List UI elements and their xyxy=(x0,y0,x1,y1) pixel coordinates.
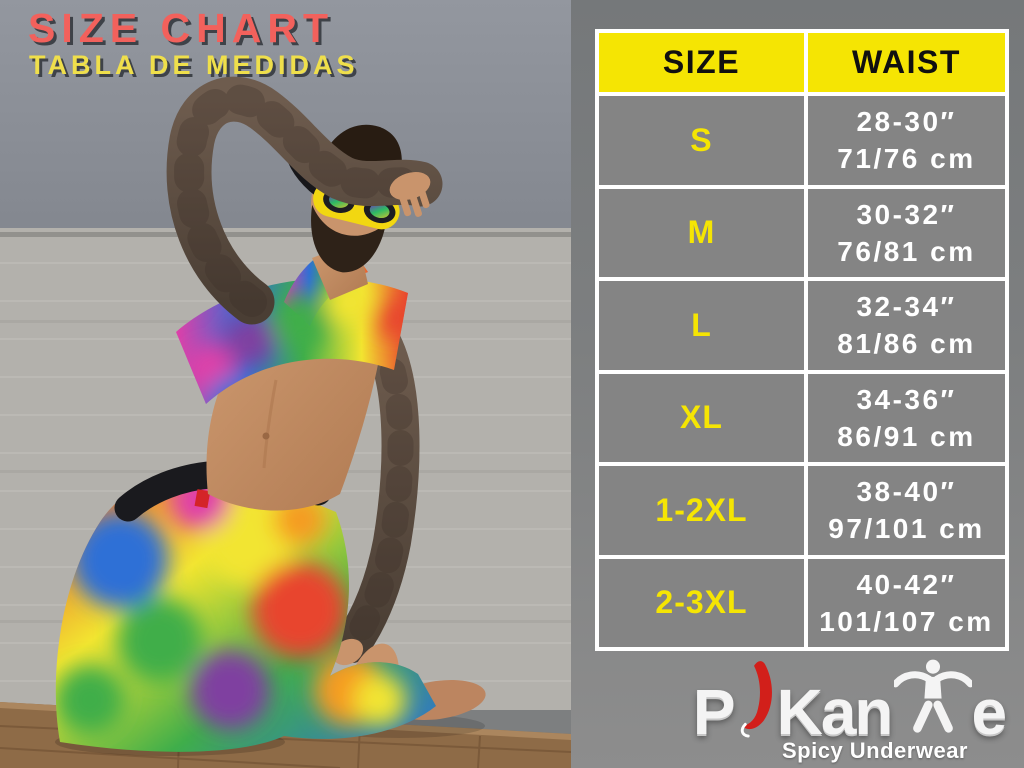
brand-tagline: Spicy Underwear xyxy=(781,738,968,763)
waist-cell: 34-36″ 86/91 cm xyxy=(807,373,1005,462)
waist-centimeters: 97/101 cm xyxy=(828,513,985,545)
waist-inches: 34-36″ xyxy=(856,383,957,415)
waist-centimeters: 71/76 cm xyxy=(837,143,976,175)
size-cell: L xyxy=(599,281,804,370)
waist-centimeters: 76/81 cm xyxy=(837,235,976,267)
tattooed-arm-overhead xyxy=(166,76,443,325)
waist-inches: 30-32″ xyxy=(856,198,957,230)
size-cell: XL xyxy=(599,373,804,462)
brand-logo: P Kan e Spicy Underwear xyxy=(679,652,1019,764)
wordmark-letter-e: e xyxy=(971,675,1008,748)
size-table: SIZE WAIST S 28-30″ 71/76 cm M 30-32″ 76… xyxy=(595,29,1009,651)
waist-inches: 32-34″ xyxy=(856,291,957,323)
column-header-waist: WAIST xyxy=(807,33,1005,92)
waist-centimeters: 81/86 cm xyxy=(837,328,976,360)
wordmark-letter-p: P xyxy=(692,675,736,748)
size-cell: S xyxy=(599,96,804,185)
model-figure xyxy=(55,76,486,756)
waist-centimeters: 101/107 cm xyxy=(819,605,994,637)
rainbow-leggings xyxy=(55,468,437,752)
waist-cell: 38-40″ 97/101 cm xyxy=(807,466,1005,555)
right-panel: SIZE WAIST S 28-30″ 71/76 cm M 30-32″ 76… xyxy=(571,0,1024,768)
hand-on-head xyxy=(389,172,431,217)
waist-inches: 38-40″ xyxy=(856,476,957,508)
column-header-size: SIZE xyxy=(599,33,804,92)
wordmark-letters-kan: Kan xyxy=(776,675,894,748)
waist-inches: 28-30″ xyxy=(856,106,957,138)
waist-cell: 40-42″ 101/107 cm xyxy=(807,558,1005,647)
waist-cell: 28-30″ 71/76 cm xyxy=(807,96,1005,185)
model-photo xyxy=(0,0,571,768)
size-cell: M xyxy=(599,188,804,277)
size-chart-subtitle: TABLA DE MEDIDAS xyxy=(29,50,359,81)
size-cell: 1-2XL xyxy=(599,466,804,555)
waist-inches: 40-42″ xyxy=(856,568,957,600)
size-cell: 2-3XL xyxy=(599,558,804,647)
brand-wordmark: P Kan e xyxy=(679,652,1019,748)
size-chart-title: SIZE CHART xyxy=(28,5,334,51)
waist-cell: 30-32″ 76/81 cm xyxy=(807,188,1005,277)
man-figure-icon xyxy=(893,659,972,733)
chili-pepper-icon xyxy=(740,661,772,738)
tattooed-arm-rear xyxy=(333,319,420,663)
waist-centimeters: 86/91 cm xyxy=(837,420,976,452)
title-block: SIZE CHART TABLA DE MEDIDAS xyxy=(28,6,548,81)
waist-cell: 32-34″ 81/86 cm xyxy=(807,281,1005,370)
model-photo-illustration xyxy=(0,0,571,768)
